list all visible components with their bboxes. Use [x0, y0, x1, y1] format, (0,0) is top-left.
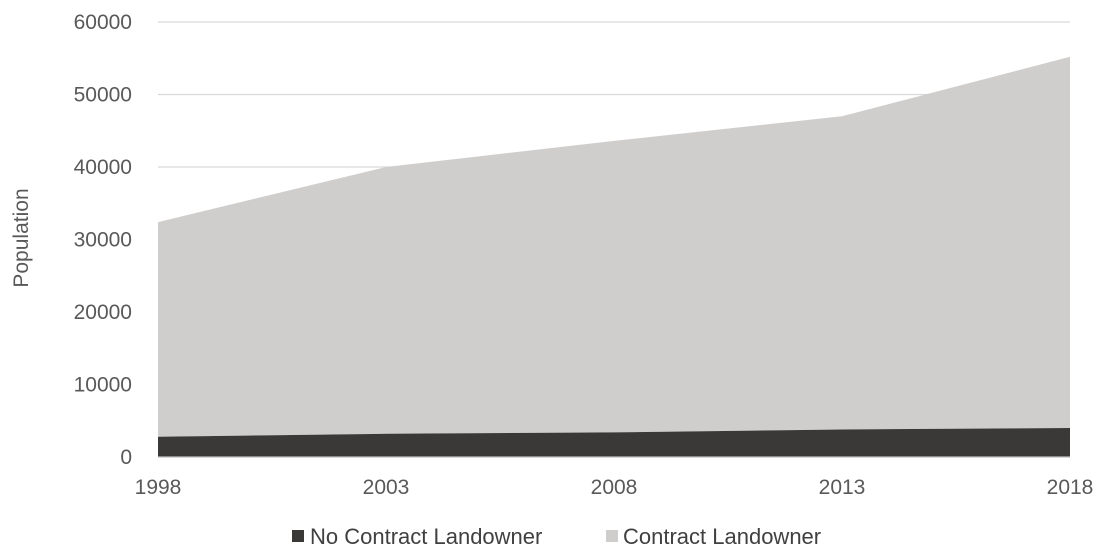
- area-contract-landowner: [158, 56, 1070, 437]
- y-axis-ticks: 0 10000 20000 30000 40000 50000 60000: [74, 11, 132, 469]
- y-tick-label-10000: 10000: [74, 374, 132, 397]
- x-tick-label-2008: 2008: [591, 476, 638, 499]
- y-tick-label-50000: 50000: [74, 84, 132, 107]
- legend-label-no-contract-landowner: No Contract Landowner: [310, 524, 542, 549]
- y-tick-label-60000: 60000: [74, 11, 132, 34]
- y-tick-label-40000: 40000: [74, 156, 132, 179]
- area-no-contract-landowner: [158, 428, 1070, 457]
- legend-swatch-contract-landowner: [606, 530, 618, 542]
- plot-areas: [158, 56, 1070, 457]
- x-tick-label-2018: 2018: [1047, 476, 1094, 499]
- y-tick-label-0: 0: [120, 446, 132, 469]
- x-axis-ticks: 1998 2003 2008 2013 2018: [135, 476, 1094, 499]
- legend: No Contract Landowner Contract Landowner: [292, 524, 821, 549]
- x-tick-label-2013: 2013: [819, 476, 866, 499]
- x-tick-label-1998: 1998: [135, 476, 182, 499]
- legend-label-contract-landowner: Contract Landowner: [623, 524, 821, 549]
- y-tick-label-20000: 20000: [74, 301, 132, 324]
- y-tick-label-30000: 30000: [74, 229, 132, 252]
- y-axis-title: Population: [10, 188, 33, 287]
- legend-swatch-no-contract-landowner: [292, 530, 304, 542]
- x-tick-label-2003: 2003: [363, 476, 410, 499]
